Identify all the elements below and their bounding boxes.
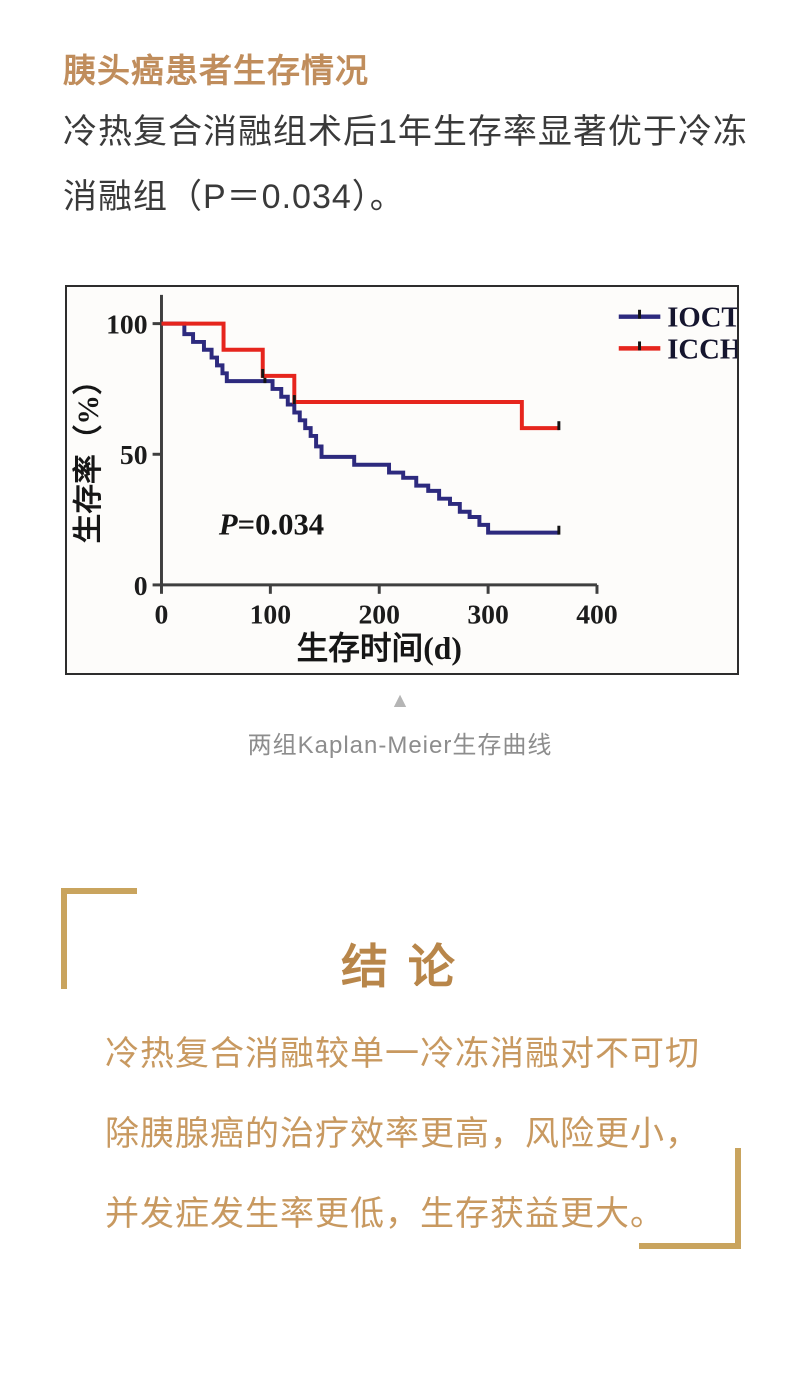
svg-text:50: 50 — [120, 439, 148, 470]
svg-text:ICCH: ICCH — [667, 333, 737, 365]
svg-text:0: 0 — [155, 599, 169, 630]
intro-line: 冷热复合消融组术后1年生存率显著优于冷冻 — [63, 113, 748, 151]
kaplan-meier-chart: 0 50 100 0 100 200 300 400 生存时间(d) 生存率（%） P=0.034 I… — [72, 294, 737, 666]
collapse-triangle-icon: ▲ — [389, 689, 411, 712]
svg-text:400: 400 — [576, 599, 618, 630]
corner-bracket-bottom-right-icon — [639, 1148, 741, 1249]
intro-line: 消融组（P＝0.034）。 — [63, 178, 405, 216]
svg-text:0: 0 — [134, 570, 148, 601]
svg-text:P=0.034: P=0.034 — [218, 507, 324, 541]
svg-text:100: 100 — [106, 309, 148, 340]
svg-text:IOCT: IOCT — [667, 302, 737, 334]
conclusion-line: 冷热复合消融较单一冷冻消融对不可切 — [105, 1035, 700, 1073]
svg-text:生存率（%）: 生存率（%） — [72, 365, 105, 543]
intro-paragraph: 冷热复合消融组术后1年生存率显著优于冷冻 消融组（P＝0.034）。 — [63, 100, 763, 230]
figure-caption-block: ▲ 两组Kaplan-Meier生存曲线 — [0, 690, 800, 760]
conclusion-line: 并发症发生率更低，生存获益更大。 — [105, 1195, 665, 1233]
conclusion-line: 除胰腺癌的治疗效率更高，风险更小， — [105, 1115, 700, 1153]
figure-caption: 两组Kaplan-Meier生存曲线 — [247, 732, 553, 759]
svg-text:300: 300 — [467, 599, 509, 630]
km-survival-figure: 0 50 100 0 100 200 300 400 生存时间(d) 生存率（%） P=0.034 I… — [65, 285, 739, 675]
svg-text:100: 100 — [250, 599, 292, 630]
conclusion-heading: 结 论 — [341, 942, 459, 994]
conclusion-paragraph: 冷热复合消融较单一冷冻消融对不可切 除胰腺癌的治疗效率更高，风险更小， 并发症发… — [105, 1014, 745, 1254]
svg-text:200: 200 — [358, 599, 400, 630]
page-title: 胰头癌患者生存情况 — [63, 52, 369, 89]
svg-text:生存时间(d): 生存时间(d) — [297, 631, 462, 666]
corner-bracket-top-left-icon — [61, 888, 137, 989]
